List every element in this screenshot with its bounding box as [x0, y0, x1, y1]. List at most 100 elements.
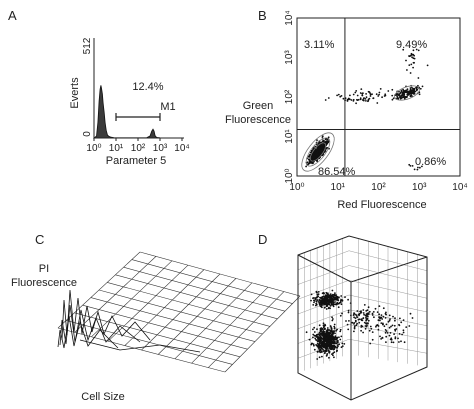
cube-scatter-point: [369, 325, 372, 328]
cube-scatter-point: [332, 339, 335, 342]
scatter-point: [356, 98, 358, 101]
scatter-point: [405, 96, 408, 99]
cube-scatter-point: [326, 341, 329, 343]
cube-scatter-point: [367, 319, 370, 322]
scatter-point: [318, 145, 321, 147]
scatter-point: [369, 93, 372, 96]
scatter-x-tick-label: 10³: [412, 182, 427, 193]
cube-scatter-point: [364, 327, 367, 330]
scatter-point: [352, 98, 355, 101]
scatter-point: [410, 63, 413, 66]
cube-scatter-point: [332, 352, 334, 355]
cube-scatter-point: [325, 308, 328, 310]
cube-grid-line: [348, 309, 428, 326]
scatter-point: [391, 98, 394, 101]
cube-scatter-point: [394, 317, 396, 320]
cube-scatter-point: [331, 331, 334, 334]
scatter-point: [412, 61, 415, 64]
scatter-point: [317, 143, 320, 145]
cube-scatter-point: [322, 343, 325, 346]
scatter-point: [379, 88, 382, 90]
scatter-point: [377, 95, 380, 97]
scatter-point: [354, 91, 357, 94]
scatter-point: [327, 140, 329, 143]
cube-scatter-point: [343, 343, 346, 345]
cube-scatter-point: [305, 331, 308, 334]
surface-grid-line: [123, 266, 286, 312]
cube-scatter-point: [376, 324, 379, 326]
cube-scatter-point: [326, 345, 329, 348]
cube-scatter-point: [313, 331, 316, 333]
cube-scatter-point: [317, 345, 320, 347]
cube-scatter-point: [323, 297, 326, 299]
cube-scatter-point: [337, 306, 340, 309]
cube-scatter-point: [385, 323, 388, 326]
cube-scatter-point: [347, 298, 349, 301]
scatter-point: [359, 92, 362, 94]
cube-scatter-point: [326, 329, 328, 332]
cube-scatter-point: [366, 309, 369, 312]
scatter-y-label-line2: Fluorescence: [225, 114, 291, 126]
scatter-point: [378, 91, 381, 94]
cube-scatter-point: [338, 336, 340, 339]
scatter-point: [372, 97, 375, 99]
cube-scatter-point: [339, 314, 342, 317]
gate-m1-percent: 12.4%: [132, 81, 163, 93]
cube-scatter-point: [353, 330, 355, 333]
cube-scatter-point: [398, 324, 401, 327]
cube-scatter-point: [365, 316, 367, 319]
cube-scatter-point: [366, 313, 368, 316]
scatter-point: [397, 97, 399, 99]
scatter-x-label: Red Fluorescence: [337, 199, 426, 211]
cube-scatter-point: [356, 322, 358, 325]
cube-scatter-point: [319, 331, 322, 333]
cube-scatter-point: [384, 329, 387, 331]
cube-scatter-point: [324, 323, 326, 326]
cube-scatter-point: [332, 293, 334, 296]
scatter-point: [357, 98, 360, 101]
cube-scatter-point: [344, 296, 346, 298]
scatter-point: [355, 90, 358, 92]
scatter-point: [400, 90, 403, 93]
cube-scatter-point: [380, 322, 383, 324]
cube-scatter-point: [339, 328, 342, 331]
cube-scatter-point: [327, 349, 330, 352]
cube-scatter-point: [338, 296, 340, 299]
cube-scatter-point: [323, 336, 326, 338]
cube-scatter-point: [319, 351, 322, 354]
cube-scatter-point: [326, 334, 328, 337]
scatter-point: [396, 95, 399, 98]
scatter-point: [411, 86, 413, 89]
cube-scatter-point: [334, 298, 336, 301]
cube-scatter-point: [321, 292, 324, 295]
cube-scatter-point: [335, 350, 338, 353]
cube-scatter-point: [316, 344, 318, 347]
cube-scatter-point: [335, 342, 337, 344]
scatter-point: [410, 91, 412, 94]
cube-scatter-point: [322, 295, 325, 298]
cube-scatter-point: [312, 328, 314, 331]
cube-scatter-point: [314, 334, 316, 337]
cube-scatter-point: [347, 309, 350, 312]
histogram-x-tick-label: 10³: [153, 143, 168, 154]
cube-scatter-point: [353, 312, 356, 315]
cube-scatter-point: [403, 341, 406, 344]
cube-scatter-point: [355, 315, 358, 317]
panel-label-c: C: [35, 232, 44, 247]
scatter-point: [404, 89, 407, 92]
scatter-point: [316, 153, 319, 156]
cube-scatter-point: [327, 298, 329, 301]
cube-scatter-point: [329, 305, 332, 307]
cube-scatter-point: [319, 335, 322, 338]
scatter-y-tick-label: 10³: [284, 50, 295, 65]
scatter-point: [312, 158, 315, 161]
cube-scatter-point: [318, 324, 321, 327]
scatter-point: [421, 85, 424, 88]
scatter-y-tick-label: 10²: [284, 89, 295, 104]
cube-scatter-point: [324, 333, 327, 335]
scatter-point: [398, 90, 400, 93]
cube-scatter-point: [341, 300, 344, 302]
scatter-point: [342, 97, 345, 100]
cube-scatter-point: [329, 300, 331, 303]
cube-scatter-point: [394, 337, 397, 340]
